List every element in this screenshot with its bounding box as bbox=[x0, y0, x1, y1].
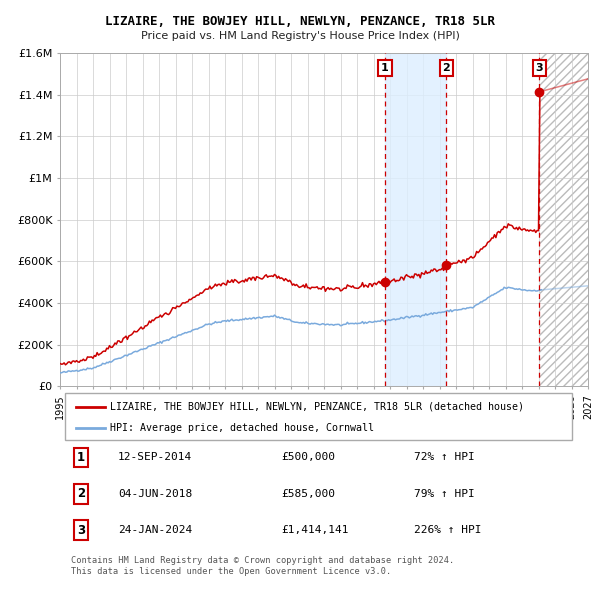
Text: £500,000: £500,000 bbox=[282, 453, 336, 463]
Text: This data is licensed under the Open Government Licence v3.0.: This data is licensed under the Open Gov… bbox=[71, 567, 391, 576]
Text: Price paid vs. HM Land Registry's House Price Index (HPI): Price paid vs. HM Land Registry's House … bbox=[140, 31, 460, 41]
Text: 04-JUN-2018: 04-JUN-2018 bbox=[118, 489, 193, 499]
Text: £1,414,141: £1,414,141 bbox=[282, 525, 349, 535]
Text: Contains HM Land Registry data © Crown copyright and database right 2024.: Contains HM Land Registry data © Crown c… bbox=[71, 556, 454, 565]
Text: 3: 3 bbox=[77, 524, 85, 537]
Text: 2: 2 bbox=[77, 487, 85, 500]
Bar bbox=[539, 53, 596, 386]
Text: 24-JAN-2024: 24-JAN-2024 bbox=[118, 525, 193, 535]
Text: 1: 1 bbox=[381, 63, 389, 73]
Text: £585,000: £585,000 bbox=[282, 489, 336, 499]
FancyBboxPatch shape bbox=[65, 393, 572, 440]
Text: 226% ↑ HPI: 226% ↑ HPI bbox=[414, 525, 481, 535]
Text: 1: 1 bbox=[77, 451, 85, 464]
Text: LIZAIRE, THE BOWJEY HILL, NEWLYN, PENZANCE, TR18 5LR: LIZAIRE, THE BOWJEY HILL, NEWLYN, PENZAN… bbox=[105, 15, 495, 28]
Text: 2: 2 bbox=[443, 63, 451, 73]
Text: 12-SEP-2014: 12-SEP-2014 bbox=[118, 453, 193, 463]
Bar bbox=[385, 53, 446, 386]
Bar bbox=[539, 53, 596, 386]
Text: LIZAIRE, THE BOWJEY HILL, NEWLYN, PENZANCE, TR18 5LR (detached house): LIZAIRE, THE BOWJEY HILL, NEWLYN, PENZAN… bbox=[110, 402, 524, 412]
Text: 79% ↑ HPI: 79% ↑ HPI bbox=[414, 489, 475, 499]
Text: 3: 3 bbox=[536, 63, 544, 73]
Text: HPI: Average price, detached house, Cornwall: HPI: Average price, detached house, Corn… bbox=[110, 422, 374, 432]
Text: 72% ↑ HPI: 72% ↑ HPI bbox=[414, 453, 475, 463]
